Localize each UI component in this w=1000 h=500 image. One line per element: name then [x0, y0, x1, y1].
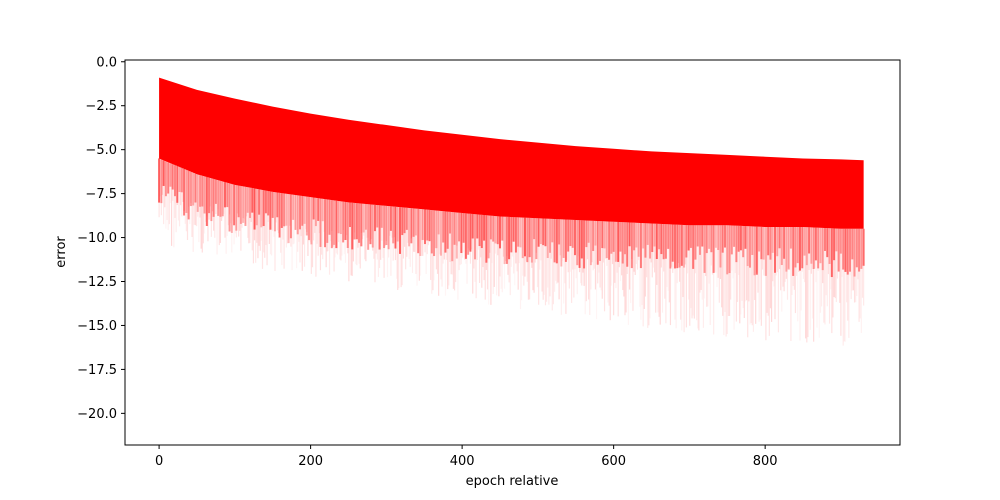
sparse-error-streaks [158, 158, 865, 346]
y-tick-label: −20.0 [77, 407, 117, 422]
x-tick-label: 0 [155, 454, 163, 469]
x-tick-label: 400 [450, 454, 475, 469]
y-tick-label: −2.5 [85, 99, 117, 114]
x-axis-label: epoch relative [466, 474, 559, 489]
y-tick-label: −10.0 [77, 231, 117, 246]
dense-error-band [159, 77, 864, 229]
x-tick-label: 200 [298, 454, 323, 469]
x-axis: 0 200 400 600 800 [155, 445, 778, 469]
y-tick-label: −7.5 [85, 187, 117, 202]
y-tick-label: 0.0 [96, 55, 117, 70]
x-tick-label: 800 [753, 454, 778, 469]
y-tick-label: −17.5 [77, 363, 117, 378]
y-tick-label: −12.5 [77, 275, 117, 290]
y-tick-label: −15.0 [77, 319, 117, 334]
plot-area [158, 77, 865, 346]
x-tick-label: 600 [601, 454, 626, 469]
y-tick-label: −5.0 [85, 143, 117, 158]
transition-error-points [158, 158, 865, 278]
axes-frame [124, 59, 901, 446]
y-axis-label: error [54, 236, 69, 268]
y-axis: 0.0 −2.5 −5.0 −7.5 −10.0 −12.5 −15.0 −17.5 −20.0 [77, 55, 125, 422]
